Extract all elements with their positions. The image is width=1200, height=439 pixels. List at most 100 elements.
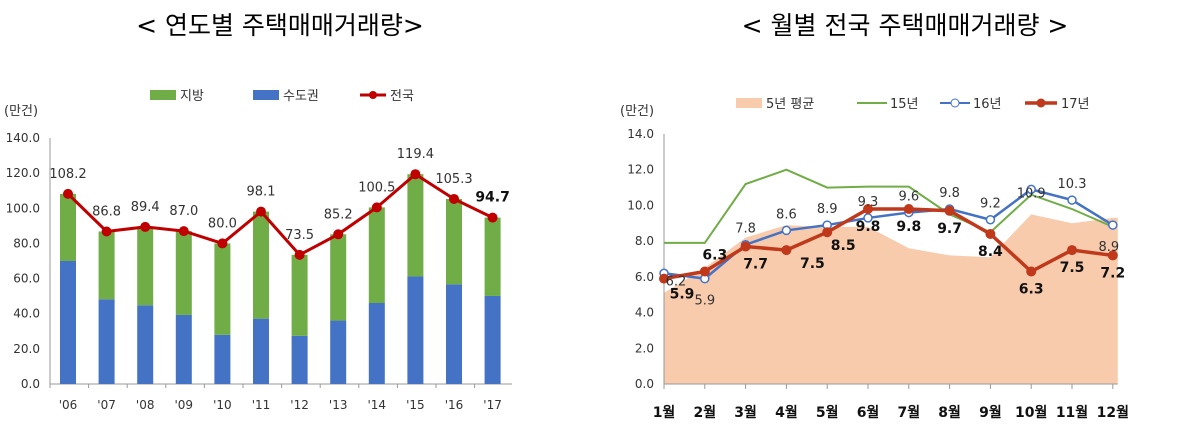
- point-17년: [985, 229, 996, 239]
- point-16년: [1026, 184, 1036, 195]
- x-tick-label: 2월: [693, 404, 716, 421]
- x-tick-label: '11: [252, 398, 271, 412]
- point-17년: [1107, 250, 1118, 261]
- x-tick-label: 10월: [1015, 404, 1047, 421]
- data-label-16년: 9.6: [898, 190, 919, 205]
- x-tick-label: '13: [329, 398, 348, 412]
- bar-수도권: [291, 335, 308, 384]
- point-전국: [487, 212, 498, 223]
- data-label-16년: 6.2: [666, 274, 687, 289]
- data-label: 86.8: [92, 204, 121, 219]
- point-17년: [944, 205, 955, 216]
- x-tick-label: '08: [136, 398, 155, 412]
- data-label-17년: 7.5: [1060, 260, 1085, 276]
- bar-지방: [253, 211, 269, 319]
- y-tick-label: 80.0: [13, 236, 40, 250]
- bar-수도권: [60, 261, 76, 384]
- data-label: 73.5: [285, 228, 314, 243]
- point-전국: [333, 229, 344, 240]
- bar-지방: [214, 243, 231, 335]
- data-label-16년: 9.2: [980, 197, 1001, 212]
- point-17년: [699, 266, 710, 277]
- x-tick-label: 7월: [897, 404, 920, 421]
- x-tick-label: 8월: [938, 404, 961, 421]
- x-tick-label: 6월: [857, 404, 880, 421]
- point-전국: [449, 193, 459, 204]
- line-전국: [66, 172, 494, 257]
- data-label-17년: 7.5: [800, 256, 825, 272]
- bar-지방: [137, 226, 154, 306]
- data-label-17년: 9.7: [937, 221, 962, 237]
- x-tick-label: '15: [406, 398, 425, 412]
- bar-지방: [60, 193, 76, 261]
- y-tick-label: 6.0: [635, 270, 654, 284]
- legend-label: 5년 평균: [766, 97, 814, 112]
- bar-수도권: [484, 295, 501, 384]
- left-y-unit: (만건): [4, 104, 38, 119]
- x-tick-label: '09: [175, 398, 194, 412]
- x-tick-label: 11월: [1056, 404, 1088, 421]
- point-16년: [1108, 220, 1118, 230]
- point-전국: [217, 238, 228, 249]
- point-전국: [410, 169, 421, 180]
- legend-swatch: [253, 90, 279, 100]
- area-5년 평균: [664, 214, 1118, 384]
- data-label-16년: 10.3: [1058, 177, 1087, 192]
- legend-marker: [950, 98, 960, 108]
- legend-swatch: [736, 98, 762, 108]
- data-label-16년: 8.9: [817, 202, 838, 217]
- x-tick-label: '16: [445, 398, 464, 412]
- data-label-16년: 8.6: [776, 207, 797, 222]
- y-tick-label: 100.0: [6, 201, 40, 215]
- data-label-17년: 5.9: [670, 287, 695, 303]
- data-label-17년: 9.8: [856, 219, 881, 235]
- bar-수도권: [253, 318, 269, 384]
- data-label: 87.0: [169, 204, 198, 219]
- bar-수도권: [137, 305, 154, 384]
- x-tick-label: 9월: [979, 404, 1002, 421]
- point-전국: [178, 226, 189, 237]
- point-16년: [781, 225, 792, 236]
- data-label: 94.7: [475, 190, 510, 206]
- legend-label: 지방: [180, 89, 204, 104]
- legend-label: 수도권: [283, 89, 319, 104]
- legend-label: 16년: [973, 97, 1002, 112]
- data-label-17년: 6.3: [702, 248, 727, 264]
- point-17년: [659, 273, 669, 284]
- x-tick-label: '07: [97, 398, 116, 412]
- data-label: 98.1: [247, 185, 276, 200]
- x-tick-label: '10: [213, 398, 232, 412]
- y-tick-label: 0.0: [21, 377, 40, 391]
- legend-marker: [369, 91, 377, 99]
- left-chart-title: < 연도별 주택매매거래량>: [136, 11, 424, 40]
- data-label-17년: 8.5: [831, 238, 856, 254]
- right-chart: 0.0 2.0 4.0 6.0 8.0 10.0 12.0 14.0 1월 2월 3월 4월 5월 6월 7…: [627, 97, 1129, 421]
- right-y-unit: (만건): [620, 104, 654, 119]
- data-label-16년: 9.3: [858, 195, 879, 210]
- x-tick-label: '14: [368, 398, 387, 412]
- bar-지방: [330, 234, 347, 321]
- legend-label: 17년: [1061, 97, 1090, 112]
- y-tick-label: 60.0: [13, 272, 40, 286]
- bar-수도권: [446, 284, 462, 384]
- point-17년: [863, 204, 873, 214]
- y-tick-label: 120.0: [6, 166, 40, 180]
- point-전국: [256, 206, 266, 217]
- bar-지방: [368, 207, 385, 303]
- point-전국: [294, 249, 305, 260]
- data-label-16년: 5.9: [694, 294, 715, 309]
- bar-지방: [484, 217, 501, 296]
- data-label-17년: 6.3: [1019, 282, 1044, 298]
- x-tick-label: '06: [59, 398, 78, 412]
- x-tick-label: 4월: [775, 404, 798, 421]
- data-label: 119.4: [397, 147, 434, 162]
- point-17년: [1067, 245, 1077, 256]
- data-label-17년: 7.2: [1100, 265, 1125, 281]
- data-label: 100.5: [358, 180, 395, 195]
- y-tick-label: 4.0: [635, 306, 654, 320]
- data-label: 108.2: [49, 167, 86, 182]
- y-tick-label: 40.0: [13, 307, 40, 321]
- bar-수도권: [330, 320, 347, 384]
- bar-수도권: [407, 276, 424, 384]
